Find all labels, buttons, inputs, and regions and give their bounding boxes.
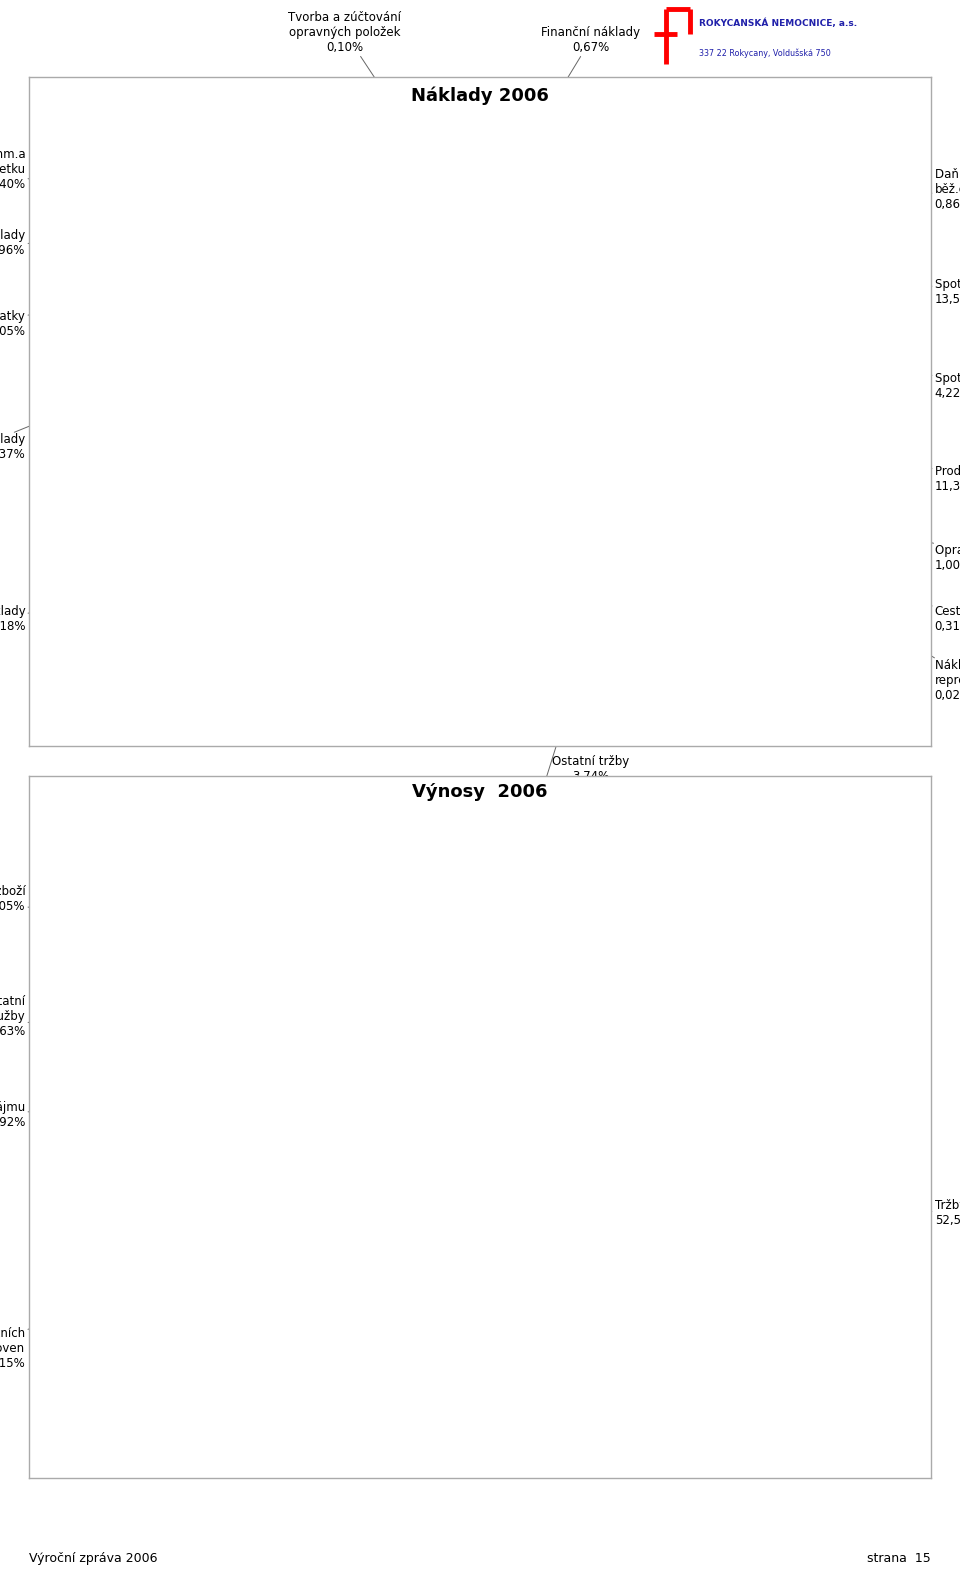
Text: strana  15: strana 15 (868, 1553, 931, 1565)
Text: Finanční náklady
0,67%: Finanční náklady 0,67% (479, 26, 640, 223)
Text: Tržby z podnájmu
2,92%: Tržby z podnájmu 2,92% (0, 1095, 299, 1129)
Wedge shape (471, 164, 482, 411)
Text: Cestovné
0,31%: Cestovné 0,31% (653, 481, 960, 633)
Text: ROKYCANSKÁ NEMOCNICE, a.s.: ROKYCANSKÁ NEMOCNICE, a.s. (699, 19, 857, 29)
Wedge shape (480, 164, 495, 411)
Wedge shape (389, 164, 480, 411)
Text: Spotřeba materiálu
13,50%: Spotřeba materiálu 13,50% (568, 247, 960, 306)
Wedge shape (248, 996, 480, 1140)
Wedge shape (386, 901, 726, 1385)
Text: Mzdové náklady
38,18%: Mzdové náklady 38,18% (0, 569, 384, 633)
Wedge shape (361, 194, 480, 411)
Text: 337 22 Rokycany, Voldušská 750: 337 22 Rokycany, Voldušská 750 (699, 49, 830, 59)
Wedge shape (480, 316, 726, 488)
Wedge shape (237, 1058, 480, 1140)
Wedge shape (480, 894, 538, 1140)
Text: Tržby za zboží
15,05%: Tržby za zboží 15,05% (0, 885, 394, 976)
Text: Daň z příjmu z
běž.čín.odložená
0,86%: Daň z příjmu z běž.čín.odložená 0,86% (489, 167, 960, 226)
Text: Výroční zpráva 2006: Výroční zpráva 2006 (29, 1553, 157, 1565)
Text: Opravy a udržování
1,00%: Opravy a udržování 1,00% (656, 475, 960, 572)
Text: Sociální náklady
14,37%: Sociální náklady 14,37% (0, 306, 326, 461)
Wedge shape (480, 166, 674, 411)
Text: Tržby od ostatních
pojišťoven
21,15%: Tržby od ostatních pojišťoven 21,15% (0, 1231, 317, 1371)
Wedge shape (480, 260, 707, 411)
Wedge shape (480, 411, 706, 604)
Text: Prodané zboží
11,39%: Prodané zboží 11,39% (667, 403, 960, 493)
Wedge shape (480, 411, 708, 507)
Text: Ostatní služby
7,97%: Ostatní služby 7,97% (499, 524, 626, 807)
Wedge shape (237, 196, 480, 411)
Text: Spotřeba energie
4,22%: Spotřeba energie 4,22% (642, 319, 960, 400)
Text: Provozní nákklady
1,96%: Provozní nákklady 1,96% (0, 230, 398, 257)
Text: Náklady na
reprezentaci
0,02%: Náklady na reprezentaci 0,02% (652, 485, 960, 703)
Wedge shape (280, 894, 480, 1140)
Text: Tržby od VZP
52,51%: Tržby od VZP 52,51% (659, 1197, 960, 1227)
Wedge shape (234, 1103, 480, 1366)
Text: Tvorba a zúčtování
opravných položek
0,10%: Tvorba a zúčtování opravných položek 0,1… (288, 11, 471, 223)
Text: Tržby za ostatní
služby
4,63%: Tržby za ostatní služby 4,63% (0, 995, 314, 1054)
Wedge shape (480, 411, 707, 507)
Text: Ostatní tržby
3,74%: Ostatní tržby 3,74% (503, 756, 629, 955)
Wedge shape (480, 411, 713, 502)
Wedge shape (469, 164, 480, 411)
Text: Výnosy  2006: Výnosy 2006 (412, 783, 548, 802)
Wedge shape (361, 182, 480, 411)
Wedge shape (234, 371, 632, 657)
Text: Daně a poplatky
0,05%: Daně a poplatky 0,05% (0, 250, 388, 338)
Text: Odpisy dlouhod.nehm.a
hmotného majetku
5,40%: Odpisy dlouhod.nehm.a hmotného majetku 5… (0, 148, 439, 230)
Text: Náklady 2006: Náklady 2006 (411, 86, 549, 105)
